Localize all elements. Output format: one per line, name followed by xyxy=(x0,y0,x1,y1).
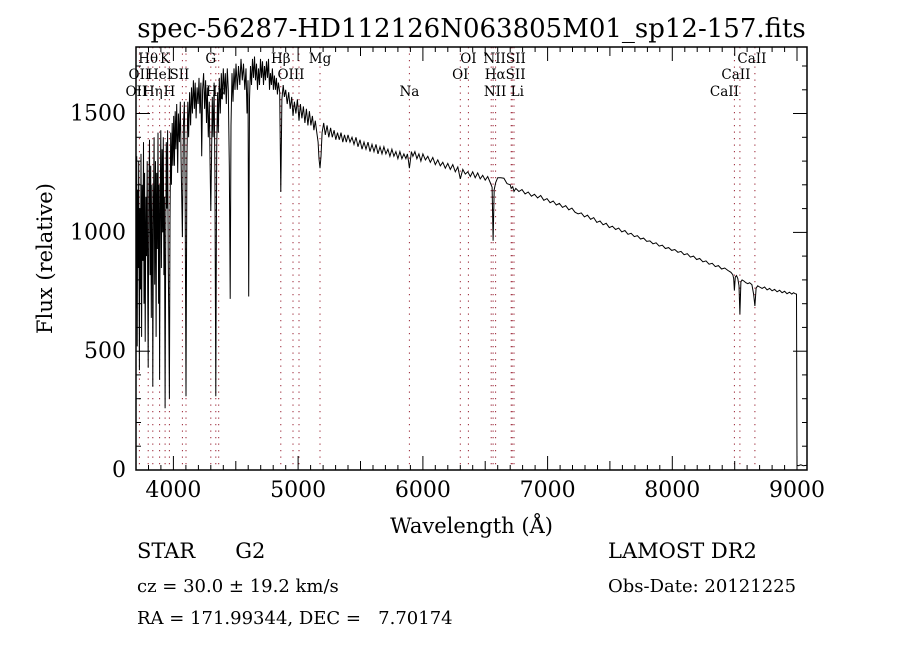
line-label: OI xyxy=(460,51,476,67)
line-label: CaII xyxy=(721,67,750,83)
survey-label: LAMOST DR2 xyxy=(608,539,757,563)
y-tick-label: 0 xyxy=(112,458,126,483)
subclass-label: G2 xyxy=(235,539,266,563)
line-label: OII xyxy=(126,84,148,100)
line-label: OII xyxy=(129,67,151,83)
ra-dec-value: RA = 171.99344, DEC = 7.70174 xyxy=(137,608,453,629)
line-label: H xyxy=(164,84,176,100)
line-label: SII xyxy=(169,67,189,83)
line-label: NII Li xyxy=(484,84,525,100)
x-tick-label: 4000 xyxy=(145,478,201,503)
line-label: OI xyxy=(452,67,468,83)
line-label: OIII xyxy=(277,67,304,83)
x-axis-label: Wavelength (Å) xyxy=(390,513,553,538)
line-label: Hγ xyxy=(206,84,226,100)
line-label: Hη xyxy=(143,84,163,100)
class-label: STAR xyxy=(137,539,196,563)
x-tick-label: 5000 xyxy=(270,478,326,503)
obs-date-value: Obs-Date: 20121225 xyxy=(608,576,797,597)
classification-line: STAR G2 xyxy=(137,539,266,563)
y-tick-label: 500 xyxy=(84,339,126,364)
y-tick-label: 1000 xyxy=(70,220,126,245)
line-label: K xyxy=(160,51,171,67)
plot-title: spec-56287-HD112126N063805M01_sp12-157.f… xyxy=(137,14,806,44)
cz-value: cz = 30.0 ± 19.2 km/s xyxy=(137,576,339,597)
line-label: G xyxy=(205,51,216,67)
line-label: Mg xyxy=(309,51,332,67)
line-label: Hθ xyxy=(138,51,158,67)
y-axis-label: Flux (relative) xyxy=(33,183,57,334)
x-tick-label: 9000 xyxy=(769,478,825,503)
line-label: NIISII xyxy=(483,51,525,67)
line-label: HeI xyxy=(147,67,172,83)
x-tick-label: 8000 xyxy=(644,478,700,503)
line-label: CaII xyxy=(737,51,766,67)
line-label: Hβ xyxy=(271,51,291,67)
line-label: HαSII xyxy=(485,67,526,83)
plot-frame xyxy=(135,46,808,471)
y-tick-label: 1500 xyxy=(70,102,126,127)
x-tick-label: 6000 xyxy=(395,478,451,503)
spectrum-trace xyxy=(135,56,808,467)
x-tick-label: 7000 xyxy=(520,478,576,503)
line-label: CaII xyxy=(710,84,739,100)
line-label: Na xyxy=(399,84,419,100)
